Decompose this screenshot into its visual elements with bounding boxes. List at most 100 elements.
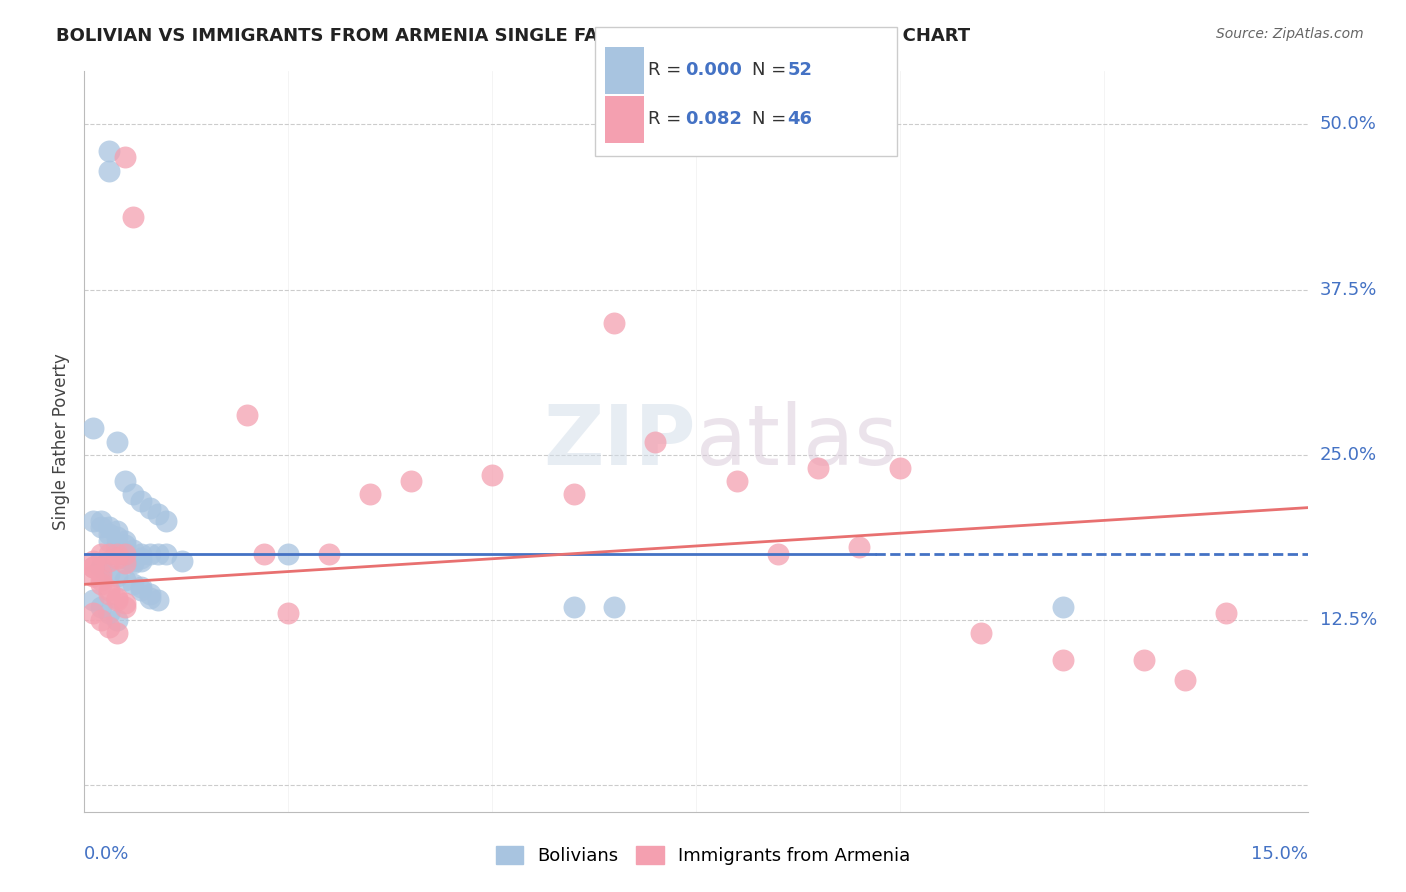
Point xyxy=(82,560,104,574)
Point xyxy=(399,474,422,488)
Point xyxy=(138,586,160,600)
Point xyxy=(562,599,585,614)
Point xyxy=(1052,599,1074,614)
Text: R =: R = xyxy=(648,110,688,128)
Point xyxy=(90,560,112,574)
Point xyxy=(97,163,120,178)
Point xyxy=(90,520,112,534)
Point xyxy=(114,574,136,588)
Point xyxy=(172,553,194,567)
Text: 46: 46 xyxy=(787,110,813,128)
Point xyxy=(97,144,120,158)
Point xyxy=(114,596,136,610)
Point xyxy=(90,547,112,561)
Text: Source: ZipAtlas.com: Source: ZipAtlas.com xyxy=(1216,27,1364,41)
Point xyxy=(236,408,259,422)
Text: N =: N = xyxy=(752,110,792,128)
Point xyxy=(97,547,120,561)
Point xyxy=(131,550,153,565)
Point xyxy=(131,494,153,508)
Point xyxy=(155,547,177,561)
Point xyxy=(105,543,128,558)
Point xyxy=(114,533,136,548)
Point xyxy=(122,210,145,224)
Point xyxy=(146,508,169,522)
Point xyxy=(725,474,748,488)
Point xyxy=(82,607,104,621)
Point xyxy=(155,514,177,528)
Point xyxy=(82,553,104,567)
Point xyxy=(105,593,128,607)
Point xyxy=(97,620,120,634)
Point xyxy=(318,547,340,561)
Point xyxy=(97,566,120,581)
Point xyxy=(277,547,299,561)
Point xyxy=(105,569,128,583)
Point xyxy=(807,461,830,475)
Point xyxy=(114,150,136,164)
Point xyxy=(122,577,145,591)
Text: atlas: atlas xyxy=(696,401,897,482)
Point xyxy=(138,547,160,561)
Point xyxy=(114,599,136,614)
Point xyxy=(105,613,128,627)
Point xyxy=(105,547,128,561)
Point xyxy=(90,574,112,588)
Point xyxy=(1174,673,1197,687)
Text: 15.0%: 15.0% xyxy=(1250,845,1308,863)
Point xyxy=(122,556,145,570)
Point xyxy=(105,626,128,640)
Point xyxy=(82,593,104,607)
Point xyxy=(889,461,911,475)
Point xyxy=(253,547,276,561)
Text: N =: N = xyxy=(752,61,792,78)
Point xyxy=(131,547,153,561)
Text: BOLIVIAN VS IMMIGRANTS FROM ARMENIA SINGLE FATHER POVERTY CORRELATION CHART: BOLIVIAN VS IMMIGRANTS FROM ARMENIA SING… xyxy=(56,27,970,45)
Point xyxy=(146,547,169,561)
Point xyxy=(114,538,136,552)
Point xyxy=(131,580,153,594)
Point xyxy=(90,577,112,591)
Point xyxy=(766,547,789,561)
Text: 50.0%: 50.0% xyxy=(1320,115,1376,133)
Point xyxy=(114,547,136,561)
Text: R =: R = xyxy=(648,61,688,78)
Point xyxy=(138,591,160,605)
Point xyxy=(90,613,112,627)
Point xyxy=(114,556,136,570)
Point xyxy=(105,591,128,605)
Point xyxy=(277,607,299,621)
Point xyxy=(644,434,666,449)
Y-axis label: Single Father Poverty: Single Father Poverty xyxy=(52,353,70,530)
Text: 25.0%: 25.0% xyxy=(1320,446,1376,464)
Point xyxy=(97,520,120,534)
Point xyxy=(1052,653,1074,667)
Point xyxy=(82,421,104,435)
Text: 52: 52 xyxy=(787,61,813,78)
Text: 0.0%: 0.0% xyxy=(84,845,129,863)
Point xyxy=(82,560,104,574)
Point xyxy=(97,586,120,600)
Point xyxy=(82,514,104,528)
Point xyxy=(1215,607,1237,621)
Point xyxy=(114,547,136,561)
Point xyxy=(105,434,128,449)
Text: 12.5%: 12.5% xyxy=(1320,611,1376,629)
Point xyxy=(90,566,112,581)
Point xyxy=(97,553,120,567)
Point xyxy=(603,316,626,330)
Point xyxy=(359,487,381,501)
Point xyxy=(122,487,145,501)
Point xyxy=(131,553,153,567)
Point xyxy=(122,553,145,567)
Point xyxy=(848,541,870,555)
Point xyxy=(562,487,585,501)
Point xyxy=(603,599,626,614)
Point xyxy=(970,626,993,640)
Point xyxy=(97,582,120,597)
Text: 0.000: 0.000 xyxy=(685,61,741,78)
Point xyxy=(105,550,128,565)
Point xyxy=(481,467,503,482)
Point xyxy=(105,524,128,539)
Point xyxy=(105,530,128,544)
